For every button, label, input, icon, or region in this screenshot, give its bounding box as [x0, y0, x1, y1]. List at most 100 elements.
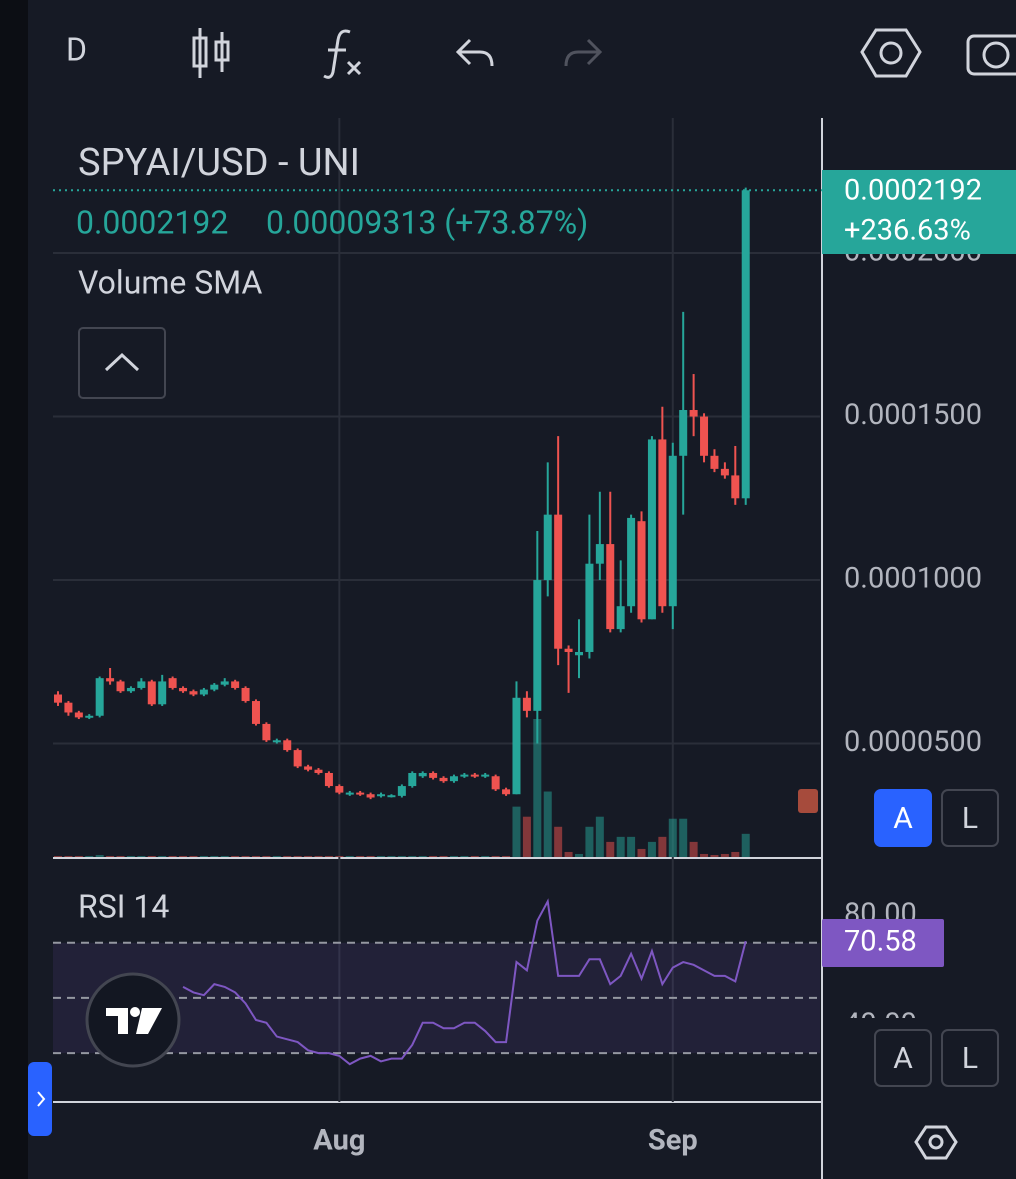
- candle-body: [554, 514, 563, 649]
- volume-bar: [231, 855, 240, 857]
- volume-bar: [262, 855, 271, 857]
- volume-bar: [168, 855, 177, 857]
- volume-bar: [627, 836, 636, 857]
- candle-body: [231, 681, 240, 688]
- candle-body: [741, 190, 750, 499]
- candle-body: [168, 678, 177, 688]
- scale-button[interactable]: [874, 789, 932, 847]
- legend-change: 0.00009313 (+73.87%): [266, 203, 588, 241]
- candle-body: [85, 715, 94, 718]
- camera-icon[interactable]: [966, 34, 1016, 76]
- volume-bar: [356, 855, 365, 857]
- candle-body: [397, 786, 406, 796]
- candle-body: [606, 544, 615, 630]
- candle-body: [272, 740, 281, 743]
- volume-bar: [616, 836, 625, 857]
- volume-bar: [554, 826, 563, 857]
- scale-button-label: L: [962, 801, 978, 836]
- volume-bar: [147, 855, 156, 857]
- candle-body: [179, 687, 188, 692]
- y-tick-label: 0.0001000: [844, 562, 982, 596]
- undo-icon[interactable]: [455, 38, 494, 67]
- volume-bar: [439, 855, 448, 857]
- settings-icon[interactable]: [860, 28, 922, 78]
- indicators-icon[interactable]: [323, 29, 362, 79]
- candle-body: [64, 702, 73, 713]
- candle-body: [564, 648, 573, 652]
- candle-body: [220, 681, 229, 685]
- rsi-tag: [822, 919, 944, 967]
- volume-bar: [460, 855, 469, 857]
- volume-bar: [126, 855, 135, 857]
- candle-body: [95, 678, 104, 716]
- candle-body: [387, 795, 396, 798]
- volume-bar: [293, 855, 302, 857]
- candle-body: [199, 689, 208, 695]
- volume-bar: [345, 855, 354, 857]
- candles-icon[interactable]: [192, 28, 230, 78]
- candle-body: [241, 687, 250, 702]
- volume-bar: [241, 855, 250, 857]
- candle-body: [74, 712, 83, 718]
- candle-body: [439, 777, 448, 782]
- volume-title: Volume SMA: [78, 263, 263, 301]
- x-tick-label: Aug: [313, 1124, 365, 1158]
- candle-body: [512, 697, 521, 795]
- candle-body: [304, 766, 313, 770]
- scale-button[interactable]: [874, 1029, 932, 1087]
- candle-body: [147, 681, 156, 705]
- candle-body: [731, 475, 740, 499]
- volume-bar: [210, 855, 219, 857]
- candle-body: [366, 794, 375, 798]
- volume-bar: [335, 855, 344, 857]
- scale-button[interactable]: [941, 1029, 999, 1087]
- volume-bar: [283, 855, 292, 857]
- candle-body: [345, 792, 354, 795]
- volume-bar: [668, 818, 677, 857]
- candle-body: [116, 681, 125, 692]
- interval-button[interactable]: D: [66, 30, 87, 68]
- volume-bar: [637, 848, 646, 857]
- volume-bar: [366, 855, 375, 857]
- side-tab[interactable]: [28, 1062, 52, 1136]
- candle-body: [658, 439, 667, 607]
- candle-body: [106, 678, 115, 682]
- candle-body: [377, 794, 386, 797]
- x-tick-label: Sep: [648, 1124, 698, 1158]
- volume-bar: [720, 853, 729, 857]
- settings-small[interactable]: [914, 1125, 958, 1160]
- candle-body: [470, 774, 479, 777]
- volume-bar: [679, 818, 688, 857]
- volume-bar: [397, 855, 406, 857]
- rsi-line: [182, 898, 747, 1066]
- scale-button-label: A: [893, 801, 913, 836]
- collapse-button[interactable]: [78, 327, 166, 399]
- candle-body: [418, 772, 427, 777]
- volume-bar: [647, 841, 656, 857]
- candle-body: [314, 769, 323, 773]
- volume-bar: [377, 855, 386, 857]
- volume-bar: [251, 855, 260, 857]
- volume-bar: [533, 719, 542, 857]
- chart-title: SPYAI/USD - UNI: [78, 141, 360, 185]
- volume-tag: [798, 789, 818, 813]
- scale-button-label: A: [893, 1041, 913, 1076]
- candle-body: [158, 681, 167, 705]
- volume-bar: [741, 833, 750, 857]
- volume-bar: [272, 855, 281, 857]
- plot: AugSep0.00005000.00010000.00015000.00020…: [53, 118, 1016, 1179]
- candle-body: [449, 776, 458, 782]
- redo-icon[interactable]: [564, 38, 603, 67]
- volume-bar: [314, 855, 323, 857]
- rsi-last-label: 70.58: [844, 925, 917, 959]
- candle-body: [491, 776, 500, 790]
- toolbar: D: [66, 28, 1016, 79]
- last-price-tag: [822, 170, 1016, 254]
- legend-price: 0.0002192: [76, 203, 228, 241]
- volume-bar: [575, 853, 583, 857]
- scale-button[interactable]: [941, 789, 999, 847]
- candle-body: [585, 563, 594, 652]
- candle-body: [720, 468, 729, 476]
- candle-body: [210, 684, 219, 690]
- candle-body: [356, 792, 365, 795]
